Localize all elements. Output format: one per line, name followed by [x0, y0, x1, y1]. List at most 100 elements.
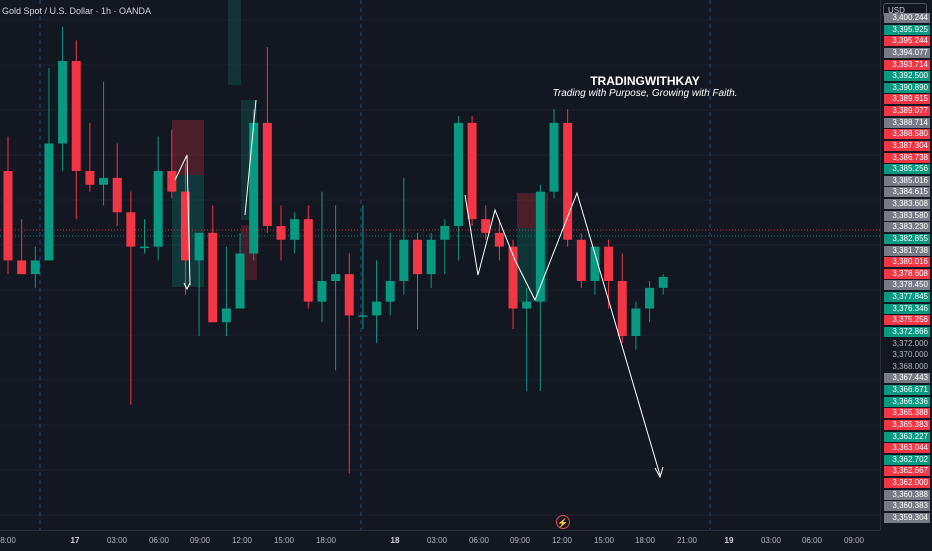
bull-candle	[194, 232, 204, 261]
bear-candle	[617, 281, 627, 336]
bull-candle	[549, 122, 559, 192]
bear-candle	[481, 219, 491, 233]
price-label: 3,395.244	[884, 36, 930, 47]
bear-candle	[262, 122, 272, 226]
bear-candle	[112, 177, 122, 213]
time-label: 18:00	[315, 536, 337, 545]
price-label: 3,387.304	[884, 140, 930, 151]
time-label: 03:00	[106, 536, 128, 545]
time-label: 15:00	[273, 536, 295, 545]
price-label: 3,363.044	[884, 443, 930, 454]
bull-candle	[235, 253, 245, 309]
price-label: 3,366.671	[884, 385, 930, 396]
time-label: 03:00	[760, 536, 782, 545]
time-label: 12:00	[231, 536, 253, 545]
bear-candle	[344, 274, 354, 316]
bull-candle	[631, 308, 641, 336]
price-label: 3,380.016	[884, 257, 930, 268]
price-label: 3,394.077	[884, 47, 930, 58]
price-label: 3,389.077	[884, 106, 930, 117]
price-label: 3,383.230	[884, 222, 930, 233]
price-label: 3,388.714	[884, 117, 930, 128]
price-label: 3,362.000	[884, 478, 930, 489]
bear-candle	[3, 171, 13, 261]
price-label: 3,370.000	[892, 350, 928, 360]
time-label: 8:00	[0, 536, 16, 545]
chart-area[interactable]: Gold Spot / U.S. Dollar · 1h · OANDA TRA…	[0, 0, 880, 530]
bull-candle	[645, 287, 655, 309]
time-label: 09:00	[509, 536, 531, 545]
price-label: 3,378.608	[884, 268, 930, 279]
time-label: 19	[724, 536, 734, 545]
candlestick-chart[interactable]	[0, 0, 880, 530]
price-label: 3,360.383	[884, 501, 930, 512]
bear-candle	[303, 219, 313, 302]
bull-candle	[590, 246, 600, 281]
bear-candle	[208, 232, 218, 323]
time-axis[interactable]	[0, 530, 880, 551]
bear-candle	[508, 246, 518, 309]
bear-candle	[85, 171, 95, 185]
time-label: 09:00	[189, 536, 211, 545]
bull-candle	[140, 246, 149, 249]
bull-candle	[99, 177, 109, 185]
price-label: 3,389.615	[884, 94, 930, 105]
bear-candle	[413, 239, 422, 275]
price-label: 3,385.256	[884, 164, 930, 175]
price-label: 3,362.667	[884, 466, 930, 477]
bull-candle	[44, 143, 54, 261]
price-label: 3,385.016	[884, 175, 930, 186]
arrow-head-icon	[654, 466, 664, 479]
bull-candle	[440, 226, 450, 240]
stop-zone	[172, 120, 204, 175]
bull-candle	[290, 219, 300, 240]
price-label: 3,388.580	[884, 129, 930, 140]
time-label: 06:00	[148, 536, 170, 545]
price-label: 3,383.608	[884, 199, 930, 210]
bear-candle	[563, 122, 573, 240]
bull-candle	[221, 308, 231, 323]
bear-candle	[126, 212, 136, 247]
time-label: 21:00	[676, 536, 698, 545]
bear-candle	[467, 122, 477, 220]
bull-candle	[358, 315, 368, 317]
time-label: 15:00	[593, 536, 615, 545]
bull-candle	[535, 191, 545, 302]
bull-candle	[30, 260, 40, 275]
bull-candle	[522, 301, 532, 309]
lightning-icon[interactable]: ⚡	[556, 515, 570, 529]
bull-candle	[249, 122, 259, 254]
bear-candle	[180, 191, 190, 261]
bull-candle	[372, 301, 382, 316]
price-label: 3,377.845	[884, 292, 930, 303]
bull-candle	[153, 171, 163, 247]
bull-candle	[658, 276, 668, 288]
bear-candle	[604, 246, 614, 281]
price-label: 3,375.256	[884, 315, 930, 326]
price-label: 3,363.227	[884, 431, 930, 442]
price-label: 3,400.244	[884, 13, 930, 23]
price-label: 3,386.738	[884, 152, 930, 163]
bear-candle	[576, 239, 586, 281]
price-label: 3,392.500	[884, 71, 930, 82]
bull-candle	[331, 274, 341, 281]
bear-candle	[71, 61, 81, 171]
bear-candle	[276, 226, 286, 240]
time-label: 18	[390, 536, 400, 545]
price-label: 3,376.346	[884, 303, 930, 314]
price-label: 3,366.336	[884, 396, 930, 407]
time-label: 06:00	[468, 536, 490, 545]
price-label: 3,395.925	[884, 24, 930, 35]
arrow-head-icon	[183, 282, 191, 291]
price-label: 3,372.000	[892, 338, 928, 348]
price-label: 3,378.450	[884, 280, 930, 291]
price-label: 3,365.388	[884, 408, 930, 419]
time-label: 09:00	[843, 536, 865, 545]
drawing-line	[174, 154, 191, 286]
profit-zone	[228, 0, 241, 85]
bull-candle	[58, 61, 68, 144]
price-label: 3,390.890	[884, 82, 930, 93]
price-label: 3,359.304	[884, 513, 930, 523]
price-label: 3,367.443	[884, 373, 930, 384]
price-label: 3,362.702	[884, 454, 930, 465]
